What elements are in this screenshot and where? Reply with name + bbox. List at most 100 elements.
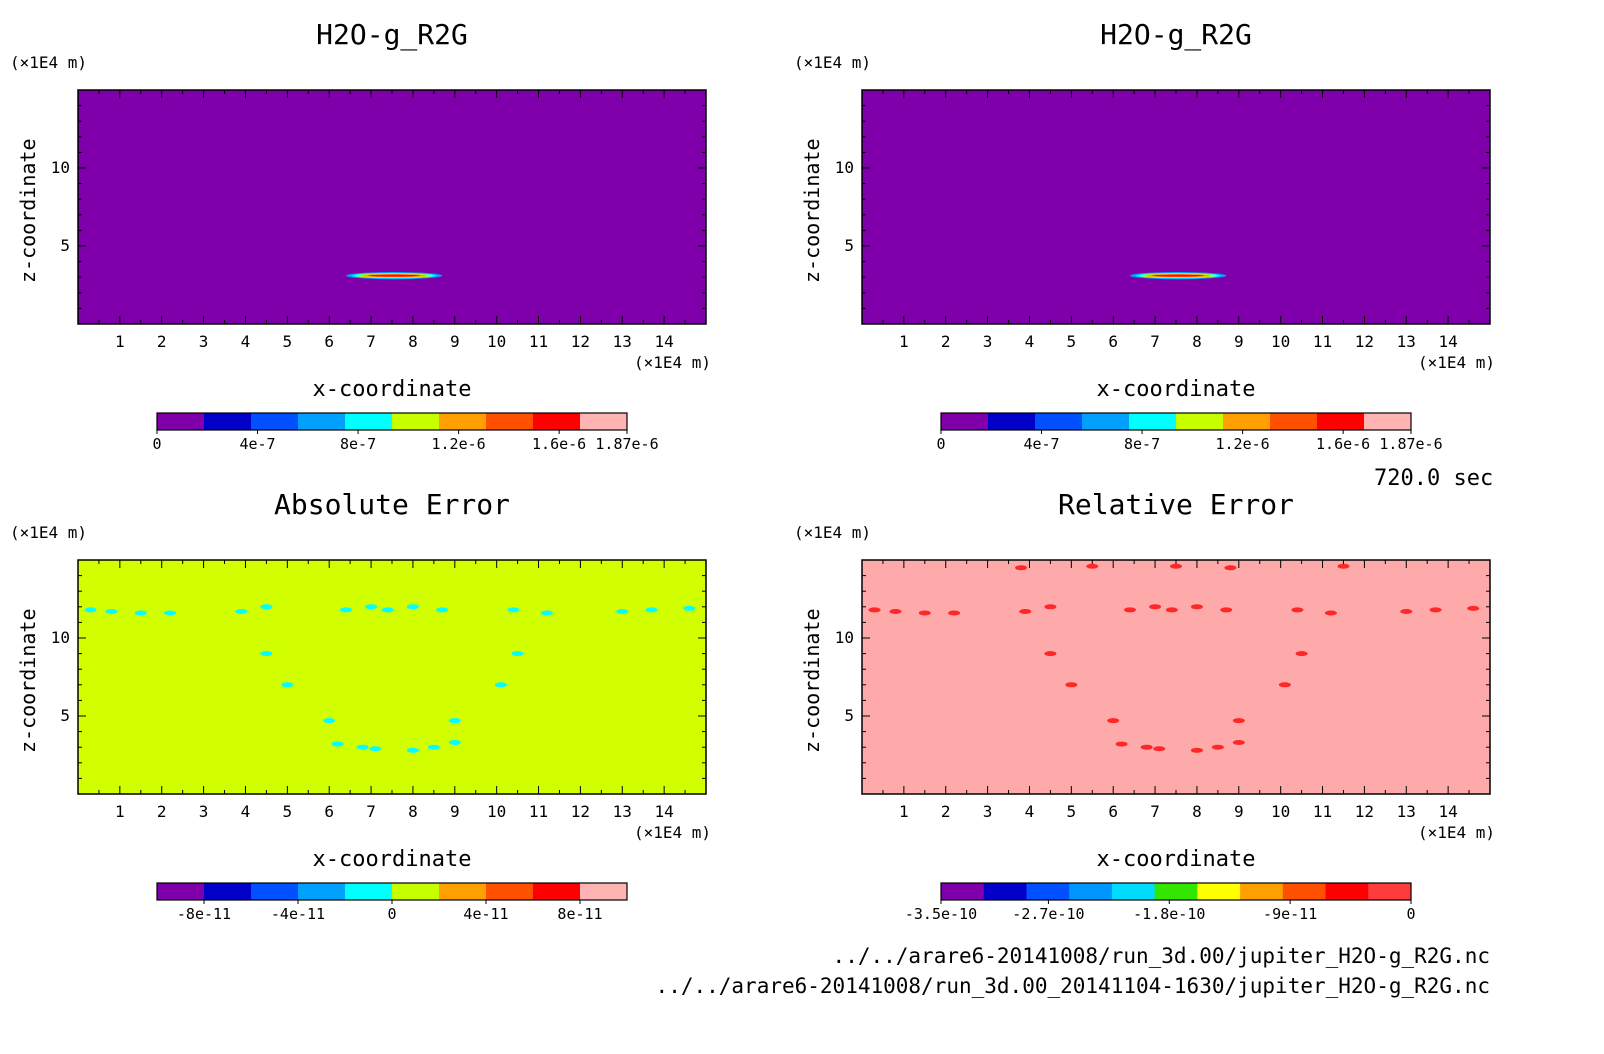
error-speck (448, 740, 461, 746)
colorbar-segment (486, 413, 534, 430)
colorbar-tick-label: 0 (152, 435, 162, 453)
x-tick-label: 4 (1024, 802, 1035, 821)
error-speck (105, 608, 118, 614)
colorbar-tick-label: 1.6e-6 (532, 435, 587, 453)
x-tick-label: 13 (612, 802, 632, 821)
x-tick-label: 9 (1233, 332, 1244, 351)
plume-contour (1145, 274, 1211, 278)
colorbar-tick-label: 4e-11 (463, 905, 509, 923)
x-tick-label: 2 (156, 802, 167, 821)
colorbar-tick-label: 8e-11 (557, 905, 603, 923)
x-tick-label: 5 (1066, 802, 1077, 821)
colorbar-segment (157, 883, 205, 900)
colorbar-tick-label: 0 (387, 905, 397, 923)
colorbar-segment (1364, 413, 1412, 430)
x-axis-unit: (×1E4 m) (634, 823, 712, 842)
x-tick-label: 6 (1108, 332, 1119, 351)
error-speck (427, 744, 440, 750)
x-tick-label: 12 (570, 802, 591, 821)
error-speck (1324, 610, 1337, 616)
error-speck (1044, 604, 1057, 610)
colorbar-tick-label: -1.8e-10 (1133, 905, 1206, 923)
error-speck (1295, 651, 1308, 657)
x-axis-unit: (×1E4 m) (1418, 823, 1496, 842)
error-speck (1107, 718, 1120, 724)
error-speck (1211, 744, 1224, 750)
panel-title: H2O-g_R2G (316, 18, 468, 51)
error-speck (406, 747, 419, 753)
error-speck (1170, 563, 1182, 569)
error-speck (331, 741, 344, 747)
x-tick-label: 14 (654, 802, 674, 821)
error-speck (918, 610, 931, 616)
colorbar-segment (251, 883, 299, 900)
y-tick-label: 5 (844, 706, 854, 725)
x-tick-label: 2 (940, 802, 951, 821)
colorbar-tick-label: 0 (936, 435, 946, 453)
error-speck (1015, 565, 1028, 571)
error-speck (868, 607, 881, 613)
x-tick-label: 6 (324, 802, 335, 821)
y-axis-label: z-coordinate (16, 608, 40, 754)
plume-contour (345, 272, 443, 280)
error-speck (616, 608, 629, 614)
error-speck (889, 608, 902, 614)
y-tick-label: 5 (844, 236, 854, 255)
error-speck (683, 605, 696, 611)
colorbar-frame (156, 882, 628, 901)
y-axis-unit: (×1E4 m) (10, 53, 88, 72)
panel-title: Relative Error (1057, 488, 1295, 521)
y-tick-label: 5 (60, 236, 70, 255)
error-speck (369, 746, 382, 752)
colorbar-tick-label: 1.2e-6 (1215, 435, 1270, 453)
colorbar-segment (204, 413, 252, 430)
error-speck (1232, 740, 1245, 746)
colorbar-segment (1176, 413, 1224, 430)
error-speck (1019, 608, 1032, 614)
colorbar-segment (1282, 883, 1327, 900)
colorbar-segment (439, 883, 487, 900)
x-tick-label: 11 (1312, 802, 1333, 821)
y-axis-unit: (×1E4 m) (794, 523, 872, 542)
time-label: 720.0 sec (1374, 466, 1494, 491)
plot-background (78, 90, 706, 324)
x-tick-label: 2 (940, 332, 951, 351)
colorbar-segment (157, 413, 205, 430)
x-tick-label: 1 (115, 802, 125, 821)
error-speck (511, 651, 524, 657)
x-axis-unit: (×1E4 m) (634, 353, 712, 372)
error-speck (494, 682, 507, 688)
y-axis-unit: (×1E4 m) (10, 523, 88, 542)
error-speck (948, 610, 961, 616)
x-tick-label: 12 (1354, 332, 1375, 351)
error-speck (1400, 608, 1413, 614)
colorbar-tick-label: 1.87e-6 (1379, 435, 1443, 453)
colorbar-segment (392, 883, 440, 900)
colorbar-segment (533, 883, 581, 900)
error-speck (1278, 682, 1291, 688)
x-tick-label: 10 (1271, 802, 1291, 821)
x-tick-label: 8 (1192, 802, 1202, 821)
error-speck (1337, 563, 1350, 569)
x-tick-label: 11 (1312, 332, 1333, 351)
plume-contour (1151, 274, 1205, 277)
colorbar-tick-label: -8e-11 (176, 905, 232, 923)
colorbar-segment (1082, 413, 1130, 430)
colorbar-segment (345, 883, 393, 900)
error-speck (436, 607, 449, 613)
x-tick-label: 1 (115, 332, 125, 351)
error-speck (1429, 607, 1442, 613)
panel-title: H2O-g_R2G (1100, 18, 1252, 51)
colorbar-segment (983, 883, 1027, 900)
x-tick-label: 7 (1150, 332, 1160, 351)
x-tick-label: 9 (449, 802, 460, 821)
colorbar-tick-label: 4e-7 (239, 435, 276, 453)
colorbar-segment (204, 883, 252, 900)
error-speck (540, 610, 553, 616)
plume-contour (355, 273, 433, 278)
x-tick-label: 12 (1354, 802, 1375, 821)
x-tick-label: 11 (528, 332, 549, 351)
error-speck (645, 607, 658, 613)
x-tick-label: 10 (487, 802, 507, 821)
